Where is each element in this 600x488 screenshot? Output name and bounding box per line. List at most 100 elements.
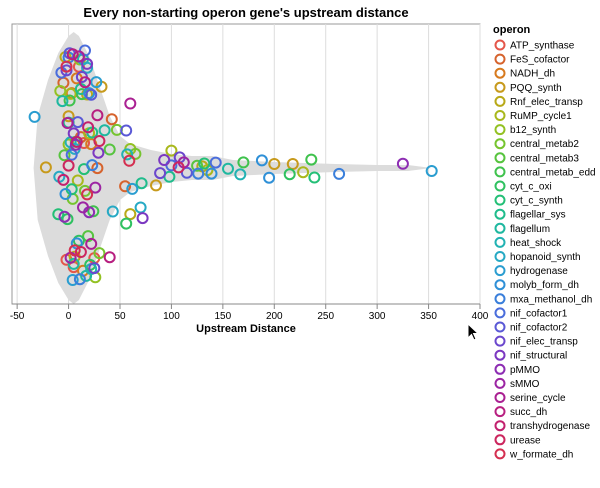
point-mxa_methanol_dh (73, 273, 86, 286)
legend-symbol (494, 279, 506, 291)
point-mxa_methanol_dh (192, 167, 205, 180)
point-hopanoid_synth (81, 61, 94, 74)
x-tick-label: 350 (420, 311, 437, 322)
point-cyt_c_oxi (283, 168, 296, 181)
point-serine_cycle (61, 117, 74, 129)
point-RuMP_cycle1 (297, 166, 310, 179)
point-w_formate_dh (81, 188, 94, 201)
point-succ_dh (91, 109, 104, 122)
legend-label: FeS_cofactor (510, 55, 570, 66)
point-PQQ_synth (150, 179, 162, 192)
point-flagellum (56, 95, 69, 108)
point-heat_shock (121, 148, 134, 161)
point-RuMP_cycle1 (71, 174, 84, 187)
point-molyb_form_dh (205, 167, 218, 180)
legend-label: flagellum (510, 224, 550, 235)
legend-symbol (494, 95, 506, 107)
point-succ_dh (79, 76, 91, 89)
legend-symbol (494, 406, 506, 418)
x-axis: -50 0 50 100 150 200 250 300 350 400 (10, 303, 489, 322)
legend-label: flagellar_sys (510, 210, 566, 221)
point-ATP_synthase (78, 137, 90, 149)
point-w_formate_dh (123, 154, 136, 167)
point-nif_structural (92, 146, 105, 159)
point-cyt_c_oxi (61, 213, 74, 226)
legend-symbol (494, 152, 506, 164)
point-central_metab_edd (63, 94, 76, 107)
legend-label: heat_shock (510, 238, 562, 249)
point-mxa_methanol_dh (333, 167, 346, 180)
chart-title: Every non-starting operon gene's upstrea… (83, 5, 408, 20)
legend-label: nif_cofactor1 (510, 308, 568, 319)
legend-title: operon (493, 24, 531, 36)
legend-label: serine_cycle (510, 393, 566, 404)
point-nif_cofactor2 (180, 166, 193, 179)
legend-symbol (494, 166, 506, 178)
point-nif_cofactor1 (79, 44, 91, 57)
point-flagellar_sys (135, 177, 148, 190)
point-flagellum (98, 124, 111, 137)
legend-label: molyb_form_dh (510, 280, 579, 291)
mouse-cursor-icon (467, 323, 480, 341)
legend-label: ATP_synthase (510, 41, 575, 52)
legend-label: nif_elec_transp (510, 337, 578, 348)
legend-symbol (494, 53, 506, 65)
point-cyt_c_oxi (72, 234, 85, 247)
legend-symbol (494, 81, 506, 93)
legend-label: cyt_c_synth (510, 196, 563, 207)
point-nif_cofactor1 (209, 156, 222, 169)
legend-symbol (494, 222, 506, 234)
legend-symbol (494, 293, 506, 305)
legend-label: nif_structural (510, 351, 567, 362)
point-mxa_methanol_dh (86, 159, 99, 172)
legend-symbol (494, 194, 506, 206)
x-axis-title: Upstream Distance (196, 323, 296, 335)
point-cyt_c_synth (198, 157, 211, 170)
point-transhydrogenase (70, 135, 83, 148)
x-tick-label: 100 (163, 311, 180, 322)
legend-label: b12_synth (510, 125, 556, 136)
point-hydrogenase (126, 182, 139, 195)
point-serine_cycle (85, 237, 98, 250)
point-urease (93, 135, 106, 147)
legend-symbol (494, 434, 506, 446)
point-nif_structural (81, 57, 94, 70)
legend-symbol (494, 208, 506, 220)
legend-label: w_formate_dh (509, 449, 573, 460)
point-central_metab3 (103, 143, 116, 156)
legend-label: pMMO (510, 365, 540, 376)
legend-label: RuMP_cycle1 (510, 111, 572, 122)
point-succ_dh (103, 251, 116, 264)
point-serine_cycle (124, 97, 137, 110)
legend-label: urease (510, 435, 541, 446)
legend-symbol (494, 448, 506, 460)
point-nif_structural (158, 154, 171, 166)
legend-label: transhydrogenase (510, 421, 590, 432)
point-central_metab3 (191, 159, 204, 172)
legend-label: central_metab_edd (510, 167, 596, 178)
legend-label: hopanoid_synth (510, 252, 581, 263)
legend-symbol (494, 307, 506, 319)
point-heat_shock (234, 168, 247, 181)
point-PQQ_synth (62, 110, 75, 123)
point-w_formate_dh (60, 60, 73, 73)
legend-symbol (494, 110, 506, 121)
data-points (28, 44, 438, 286)
legend-symbol (494, 265, 506, 277)
point-hopanoid_synth (106, 205, 119, 218)
point-molyb_form_dh (263, 171, 276, 184)
point-sMMO (77, 201, 89, 214)
point-hydrogenase (425, 165, 438, 177)
point-transhydrogenase (82, 121, 95, 134)
legend-symbol (494, 420, 506, 432)
point-PQQ_synth (286, 158, 299, 170)
legend-symbol (494, 251, 506, 262)
point-urease (172, 161, 185, 174)
x-tick-label: 250 (317, 311, 334, 322)
point-molyb_form_dh (59, 188, 72, 200)
point-sMMO (89, 181, 102, 194)
x-tick-label: -50 (10, 311, 25, 322)
point-succ_dh (66, 48, 79, 61)
x-tick-label: 50 (114, 311, 126, 322)
point-PQQ_synth (268, 158, 281, 170)
